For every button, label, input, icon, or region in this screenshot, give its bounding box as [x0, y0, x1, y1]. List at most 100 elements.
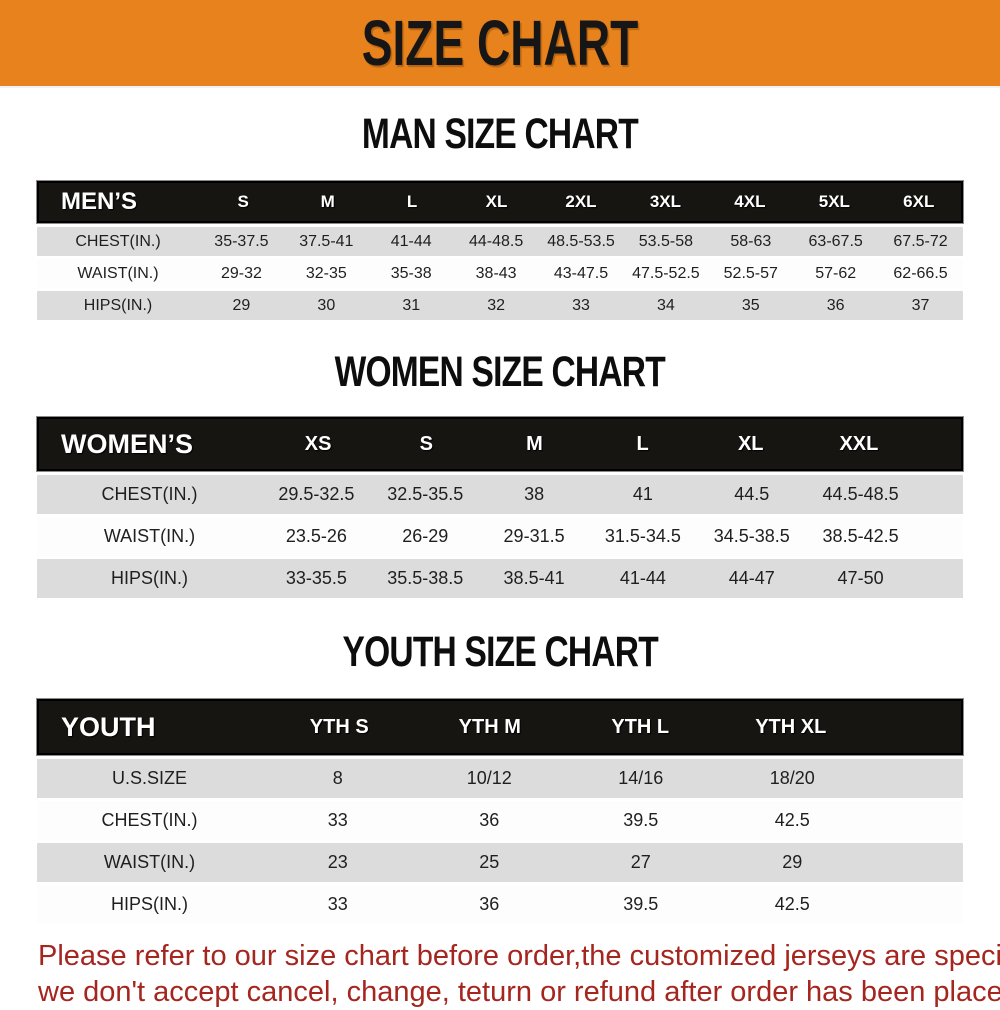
value-cell: 42.5 [774, 810, 810, 830]
value-cell: 14/16 [618, 768, 664, 788]
value-cell: 31 [402, 296, 421, 314]
value-cell: 38.5-42.5 [822, 526, 899, 546]
row-label: CHEST(IN.) [101, 810, 198, 830]
column-header: YTH XL [755, 715, 827, 738]
value-cell: 63-67.5 [808, 232, 863, 250]
youth-table-header: YOUTH YTH S YTH M YTH L YTH XL [37, 699, 963, 755]
column-header: L [406, 192, 418, 211]
value-cell: 29-32 [220, 264, 262, 282]
column-header: YTH S [309, 715, 369, 738]
table-row: CHEST(IN.) 35-37.5 37.5-41 41-44 44-48.5 48.5… [37, 227, 963, 256]
man-table-header: MEN’S S M L XL 2XL 3XL 4XL 5XL 6XL [37, 181, 963, 223]
row-label: HIPS(IN.) [83, 296, 153, 314]
value-cell: 33 [572, 296, 590, 314]
youth-size-chart-section: YOUTH SIZE CHART YOUTH YTH S YTH M YTH L YTH … [0, 630, 1000, 924]
value-cell: 42.5 [774, 894, 810, 914]
value-cell: 35-38 [390, 264, 432, 282]
value-cell: 35-37.5 [214, 232, 269, 250]
man-size-chart-section: MAN SIZE CHART MEN’S S M L XL 2XL 3XL 4XL 5XL 6XL C… [0, 112, 1000, 320]
row-label: HIPS(IN.) [110, 894, 188, 914]
column-header: 4XL [734, 192, 766, 211]
value-cell: 31.5-34.5 [604, 526, 681, 546]
youth-size-table: YOUTH YTH S YTH M YTH L YTH XL U.S.SIZE 8 10/12… [37, 699, 963, 924]
banner-title: SIZE CHART [361, 7, 639, 79]
value-cell: 38 [524, 484, 545, 504]
table-row: HIPS(IN.) 29 30 31 32 33 34 35 36 37 [37, 291, 963, 320]
footer-line-1: Please refer to our size chart before or… [38, 940, 1000, 972]
row-label: WAIST(IN.) [103, 526, 196, 546]
table-row: WAIST(IN.) 23.5-26 26-29 29-31.5 31.5-34.5 34… [37, 517, 963, 556]
table-row: HIPS(IN.) 33-35.5 35.5-38.5 38.5-41 41-44 44-… [37, 559, 963, 598]
value-cell: 10/12 [466, 768, 512, 788]
value-cell: 33 [327, 894, 348, 914]
value-cell: 27 [630, 852, 651, 872]
value-cell: 8 [332, 768, 343, 788]
column-header: L [636, 432, 649, 455]
column-header: XXL [839, 432, 879, 455]
column-header: 3XL [649, 192, 682, 211]
value-cell: 48.5-53.5 [547, 232, 615, 250]
value-cell: 47.5-52.5 [632, 264, 700, 282]
section-title-text: WOMEN SIZE CHART [334, 348, 666, 396]
value-cell: 23 [327, 852, 348, 872]
value-cell: 41-44 [619, 568, 666, 588]
column-header: XL [485, 192, 508, 211]
value-cell: 44-48.5 [468, 232, 524, 250]
value-cell: 58-63 [730, 232, 772, 250]
value-cell: 62-66.5 [893, 264, 948, 282]
row-label: WAIST(IN.) [77, 264, 159, 282]
value-cell: 44.5-48.5 [822, 484, 899, 504]
column-header: S [419, 432, 433, 455]
value-cell: 26-29 [402, 526, 449, 546]
value-cell: 43-47.5 [553, 264, 609, 282]
value-cell: 37.5-41 [299, 232, 354, 250]
value-cell: 30 [317, 296, 336, 314]
value-cell: 29 [232, 296, 251, 314]
value-cell: 29 [782, 852, 803, 872]
man-size-table: MEN’S S M L XL 2XL 3XL 4XL 5XL 6XL CHEST(IN.) 35-37… [37, 181, 963, 320]
value-cell: 38-43 [475, 264, 517, 282]
value-cell: 37 [911, 296, 930, 314]
value-cell: 29.5-32.5 [278, 484, 355, 504]
table-header-label: MEN’S [61, 188, 138, 215]
table-row: CHEST(IN.) 29.5-32.5 32.5-35.5 38 41 44.5 44.5… [37, 475, 963, 514]
footer-note: Please refer to our size chart before or… [0, 938, 1000, 1010]
table-header-label: WOMEN’S [61, 428, 193, 459]
column-header: XL [737, 432, 764, 455]
table-row: U.S.SIZE 8 10/12 14/16 18/20 [37, 759, 963, 798]
value-cell: 57-62 [815, 264, 857, 282]
value-cell: 36 [826, 296, 845, 314]
table-row: CHEST(IN.) 33 36 39.5 42.5 [37, 801, 963, 840]
value-cell: 32 [487, 296, 505, 314]
value-cell: 39.5 [623, 894, 659, 914]
value-cell: 38.5-41 [503, 568, 565, 588]
banner: SIZE CHART [0, 0, 1000, 88]
value-cell: 34 [656, 296, 675, 314]
value-cell: 35 [741, 296, 760, 314]
table-row: HIPS(IN.) 33 36 39.5 42.5 [37, 885, 963, 924]
column-header: YTH M [458, 715, 521, 738]
value-cell: 53.5-58 [638, 232, 694, 250]
table-row: WAIST(IN.) 29-32 32-35 35-38 38-43 43-47.5 47.… [37, 259, 963, 288]
section-title-text: YOUTH SIZE CHART [342, 628, 658, 676]
row-label: U.S.SIZE [111, 768, 187, 788]
column-header: S [237, 192, 249, 211]
value-cell: 33 [327, 810, 348, 830]
row-label: WAIST(IN.) [103, 852, 196, 872]
row-label: CHEST(IN.) [101, 484, 198, 504]
size-chart-sections: MAN SIZE CHART MEN’S S M L XL 2XL 3XL 4XL 5XL 6XL C… [0, 112, 1000, 924]
value-cell: 23.5-26 [285, 526, 347, 546]
women-table-header: WOMEN’S XS S M L XL XXL [37, 417, 963, 471]
value-cell: 29-31.5 [503, 526, 565, 546]
youth-size-chart-title: YOUTH SIZE CHART [0, 630, 1000, 681]
column-header: XS [304, 432, 332, 455]
column-header: 5XL [818, 192, 850, 211]
women-size-chart-title: WOMEN SIZE CHART [0, 350, 1000, 401]
column-header: M [526, 432, 543, 455]
value-cell: 41-44 [390, 232, 432, 250]
column-header: 2XL [565, 192, 597, 211]
value-cell: 44.5 [734, 484, 770, 504]
man-size-chart-title: MAN SIZE CHART [0, 112, 1000, 163]
value-cell: 32.5-35.5 [387, 484, 464, 504]
